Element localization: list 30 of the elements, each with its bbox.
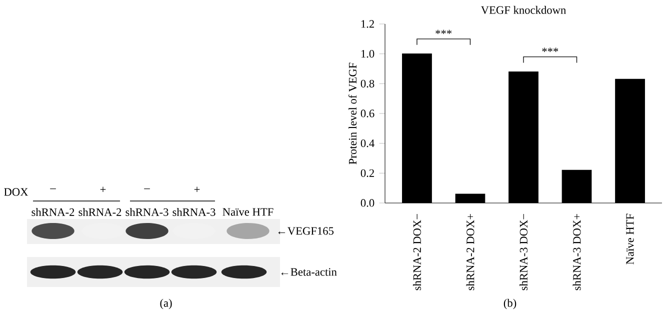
y-tick-label: 0.2 — [360, 169, 374, 178]
text: shRNA-2 — [32, 208, 74, 216]
text: Naïve HTF — [222, 208, 274, 216]
y-tick-label: 0.0 — [360, 199, 374, 207]
text: shRNA-3 — [172, 208, 216, 216]
text: (b) — [504, 298, 516, 310]
annotation: *** — [542, 48, 558, 52]
y-tick-label: 0.6 — [360, 110, 374, 118]
x-tick-label: shRNA-2 DOX− — [412, 214, 421, 290]
x-tick-label: shRNA-3 DOX− — [520, 214, 528, 290]
text: – — [50, 188, 56, 190]
text: + — [100, 186, 106, 192]
text: ←VEGF165 — [278, 227, 334, 235]
y-tick-label: 0.4 — [360, 139, 374, 148]
text: ←Beta-actin — [281, 268, 337, 276]
x-tick-label: shRNA-3 DOX+ — [572, 214, 581, 290]
text: DOX — [4, 188, 28, 196]
x-tick-label: shRNA-2 DOX+ — [466, 214, 474, 290]
y-tick-label: 0.8 — [360, 80, 374, 88]
text: – — [144, 188, 150, 190]
annotation: *** — [436, 30, 452, 34]
text: + — [194, 186, 200, 192]
chart-title: VEGF knockdown — [480, 6, 566, 14]
x-tick-label: Naïve HTF — [626, 214, 634, 264]
text: (a) — [160, 298, 172, 310]
y-tick-label: 1.2 — [361, 20, 374, 28]
y-axis-title: Protein level of VEGF — [348, 62, 357, 164]
text: shRNA-2 — [78, 208, 122, 216]
y-tick-label: 1.0 — [361, 50, 374, 58]
text: shRNA-3 — [126, 208, 168, 216]
